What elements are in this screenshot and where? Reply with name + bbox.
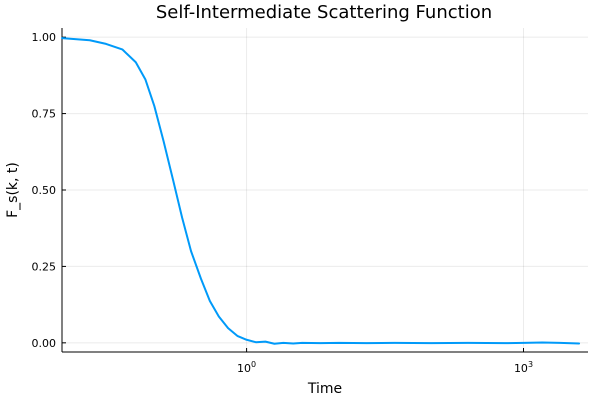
chart-title: Self-Intermediate Scattering Function: [156, 2, 492, 23]
x-tick-label: 103: [514, 360, 533, 375]
y-axis-label: F_s(k, t): [5, 162, 21, 218]
series-layer: [61, 37, 581, 345]
x-tick-base: 10: [514, 362, 528, 375]
x-tick-exponent: 0: [251, 360, 256, 369]
series-line: [61, 37, 581, 345]
y-tick-label: 0.75: [32, 108, 57, 121]
x-tick-base: 10: [237, 362, 251, 375]
x-tick-label: 100: [237, 360, 256, 375]
y-tick-label: 0.00: [32, 337, 57, 350]
y-tick-label: 0.50: [32, 184, 57, 197]
x-axis-label: Time: [307, 381, 342, 397]
x-tick-exponent: 3: [528, 360, 533, 369]
grid: [62, 28, 588, 352]
y-tick-label: 1.00: [32, 31, 57, 44]
y-tick-label: 0.25: [32, 260, 57, 273]
